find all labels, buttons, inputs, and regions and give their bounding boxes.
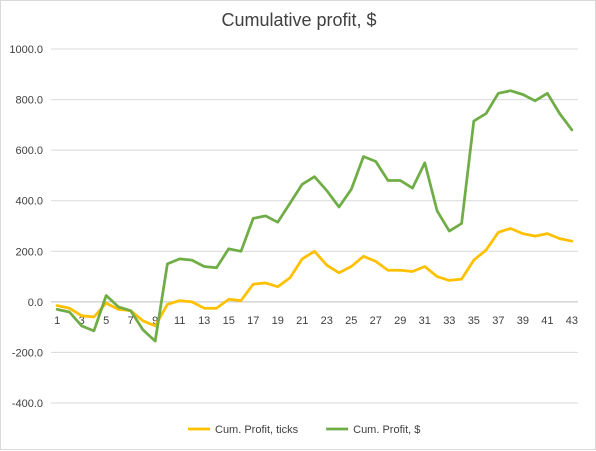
x-tick-label: 27 [370, 315, 382, 327]
x-tick-label: 19 [272, 315, 284, 327]
gridlines [51, 48, 578, 404]
y-tick-label: 600.0 [15, 145, 43, 157]
x-tick-label: 35 [468, 315, 480, 327]
y-tick-label: 200.0 [15, 246, 43, 258]
x-tick-label: 15 [223, 315, 235, 327]
y-tick-label: 800.0 [15, 95, 43, 107]
x-tick-label: 11 [174, 315, 185, 327]
x-tick-label: 41 [541, 315, 553, 327]
series-line-2 [55, 89, 574, 343]
x-tick-label: 33 [443, 315, 455, 327]
x-tick-label: 5 [103, 315, 109, 327]
y-tick-label: 400.0 [15, 196, 43, 208]
legend: Cum. Profit, ticks Cum. Profit, $ [188, 424, 420, 436]
series-line-1 [55, 227, 574, 328]
y-tick-label: -200.0 [12, 347, 43, 359]
y-tick-label: 1000.0 [9, 44, 43, 56]
x-tick-label: 3 [79, 315, 85, 327]
chart-title: Cumulative profit, $ [221, 10, 376, 30]
series-lines [55, 89, 574, 343]
x-tick-label: 37 [492, 315, 504, 327]
x-axis-ticks: 1 3 5 7 9 11 13 15 17 19 21 23 25 27 29 31 33 35 37 39 41 43 [54, 315, 578, 327]
y-tick-label: -400.0 [12, 398, 43, 410]
legend-label: Cum. Profit, $ [353, 424, 420, 436]
legend-label: Cum. Profit, ticks [215, 424, 299, 436]
x-tick-label: 1 [54, 315, 60, 327]
x-tick-label: 23 [321, 315, 333, 327]
x-tick-label: 43 [566, 315, 578, 327]
x-tick-label: 21 [296, 315, 308, 327]
y-tick-label: 0.0 [28, 297, 43, 309]
y-axis-ticks: 1000.0 800.0 600.0 400.0 200.0 0.0 -200.0 -400.… [9, 44, 43, 410]
x-tick-label: 9 [152, 315, 158, 327]
x-tick-label: 7 [128, 315, 134, 327]
x-tick-label: 29 [394, 315, 406, 327]
x-tick-label: 17 [247, 315, 259, 327]
x-tick-label: 25 [345, 315, 357, 327]
x-tick-label: 13 [198, 315, 210, 327]
x-tick-label: 39 [517, 315, 529, 327]
x-tick-label: 31 [419, 315, 431, 327]
